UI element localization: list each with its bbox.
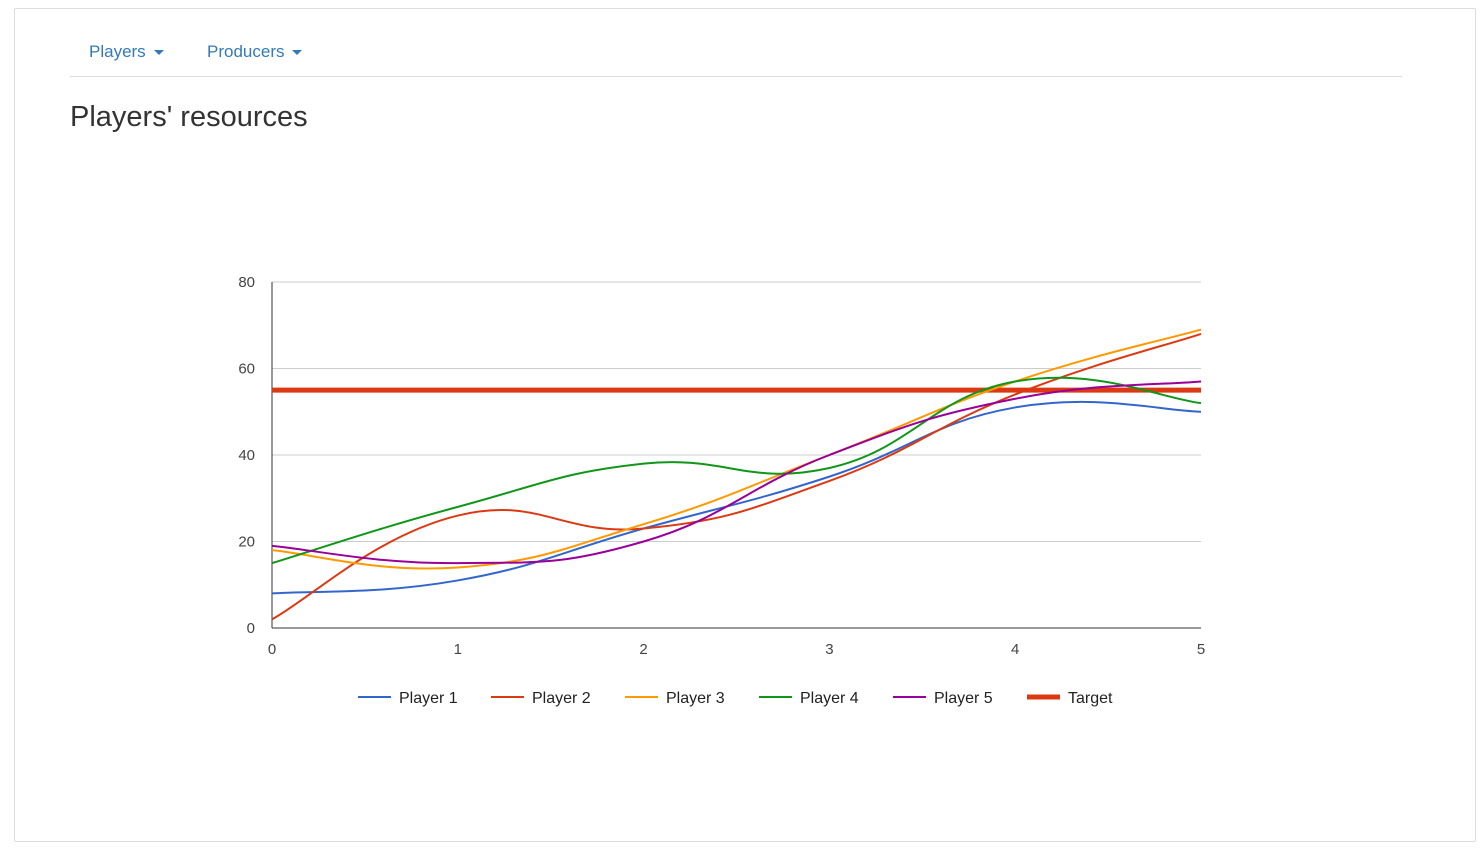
caret-down-icon [292,49,303,55]
x-tick-label: 3 [825,641,833,658]
series-line-player-1 [271,400,1202,595]
legend-label-player-4: Player 4 [800,690,859,707]
x-tick-label: 1 [454,641,462,658]
x-tick-label: 2 [639,641,647,658]
caret-down-icon [153,49,164,55]
series-line-player-4 [271,376,1202,565]
producers-dropdown-label: Producers [207,42,285,61]
series-line-player-3 [271,328,1202,570]
x-tick-label: 4 [1011,641,1019,658]
x-tick-label: 5 [1197,641,1205,658]
legend-label-player-3: Player 3 [666,690,725,707]
y-tick-label: 20 [238,534,255,551]
players-dropdown[interactable]: Players [89,42,164,62]
series-line-player-5 [271,380,1202,565]
producers-dropdown[interactable]: Producers [207,42,303,62]
x-tick-label: 0 [268,641,276,658]
series-line-player-2 [271,332,1202,621]
legend-label-player-5: Player 5 [934,690,993,707]
legend-label-player-1: Player 1 [399,690,458,707]
legend-label-target: Target [1068,690,1113,707]
top-nav: Players Producers [70,28,1402,77]
page-title: Players' resources [70,101,308,133]
players-dropdown-label: Players [89,42,146,61]
y-tick-label: 0 [247,620,255,637]
y-tick-label: 40 [238,447,255,464]
y-tick-label: 80 [238,274,255,291]
y-tick-label: 60 [238,361,255,378]
content-panel [14,8,1476,842]
legend-label-player-2: Player 2 [532,690,591,707]
